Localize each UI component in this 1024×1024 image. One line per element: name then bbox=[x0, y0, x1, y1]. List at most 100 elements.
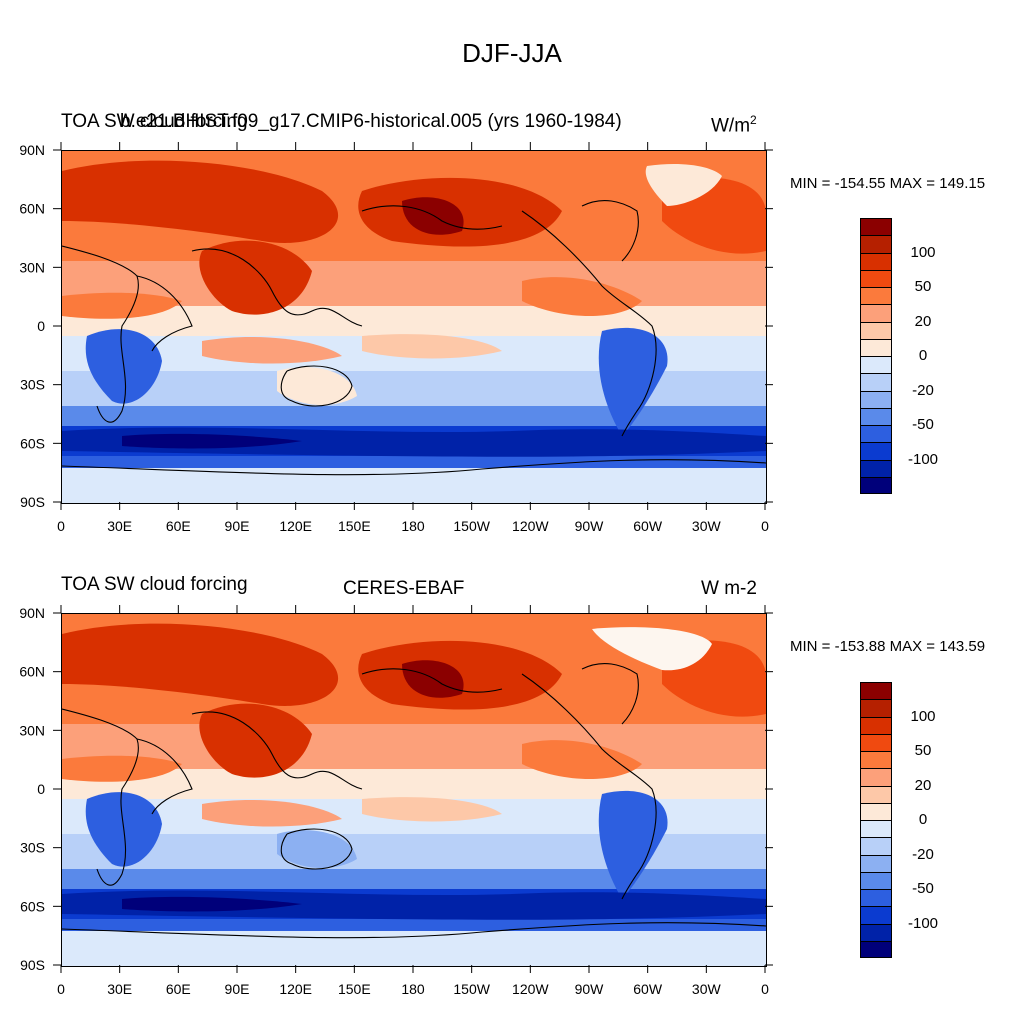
north-pacific-max bbox=[402, 660, 464, 698]
colorbar-label: 0 bbox=[918, 811, 928, 828]
colorbar-label: -100 bbox=[907, 914, 939, 932]
band-south-edge bbox=[62, 456, 766, 468]
min-max-stats: MIN = -154.55 MAX = 149.15 bbox=[790, 175, 986, 192]
indian-ocean-positive bbox=[202, 799, 342, 827]
australia bbox=[277, 367, 357, 406]
colorbar-segment bbox=[860, 252, 892, 270]
colorbar-label: 50 bbox=[914, 278, 932, 295]
colorbar-label: 100 bbox=[910, 707, 936, 725]
coastline bbox=[62, 708, 139, 886]
x-tick-label: 150E bbox=[338, 981, 371, 997]
southern-ocean-min bbox=[62, 890, 766, 920]
colorbar-segment bbox=[860, 373, 892, 391]
y-tick-label: 0 bbox=[37, 781, 45, 797]
south-america-negative bbox=[598, 790, 668, 899]
colorbar-segment bbox=[860, 751, 892, 769]
band-north-subtropic bbox=[62, 306, 766, 336]
x-tick-label: 90E bbox=[225, 518, 250, 534]
southern-ocean-darkest bbox=[122, 896, 302, 912]
colorbar-segment bbox=[860, 906, 892, 924]
x-tick-label: 0 bbox=[761, 518, 769, 534]
colorbar-segment bbox=[860, 837, 892, 855]
y-tick-label: 30N bbox=[19, 722, 45, 738]
y-tick-label: 0 bbox=[37, 318, 45, 334]
x-tick-label: 120W bbox=[512, 981, 549, 997]
colorbar-segment bbox=[860, 390, 892, 408]
x-tick-label: 0 bbox=[57, 981, 65, 997]
colorbar-label: -20 bbox=[912, 381, 934, 399]
x-tick-label: 30E bbox=[107, 518, 132, 534]
north-pacific-max bbox=[402, 197, 464, 235]
colorbar-segment bbox=[860, 820, 892, 838]
asia-positive bbox=[199, 703, 312, 778]
x-tick-label: 0 bbox=[761, 981, 769, 997]
x-tick-label: 60E bbox=[166, 518, 191, 534]
africa-north-strip bbox=[62, 755, 182, 782]
y-tick-label: 60S bbox=[20, 435, 45, 451]
colorbar-segment bbox=[860, 768, 892, 786]
colorbar-label: 50 bbox=[914, 742, 932, 759]
colorbar-label: 20 bbox=[914, 312, 932, 330]
greenland bbox=[592, 627, 712, 671]
x-tick-label: 30E bbox=[107, 981, 132, 997]
y-tick-label: 90N bbox=[19, 605, 45, 621]
y-tick-label: 60N bbox=[19, 201, 45, 217]
colorbar-segment bbox=[860, 733, 892, 751]
colorbar-segment bbox=[860, 218, 892, 236]
x-tick-label: 90W bbox=[575, 981, 605, 997]
coastline bbox=[361, 668, 503, 693]
colorbar-label: -20 bbox=[912, 845, 934, 863]
indian-ocean-positive bbox=[202, 336, 342, 364]
field-svg bbox=[62, 151, 766, 503]
coastline bbox=[280, 828, 353, 870]
colorbar-label: 100 bbox=[910, 243, 936, 261]
colorbar bbox=[860, 218, 892, 494]
south-america-negative bbox=[598, 327, 668, 436]
x-tick-label: 120W bbox=[512, 518, 549, 534]
colorbar-segment bbox=[860, 304, 892, 322]
colorbar-segment bbox=[860, 269, 892, 287]
east-pacific-positive bbox=[522, 277, 642, 316]
colorbar-label: -100 bbox=[907, 450, 939, 468]
colorbar-segment bbox=[860, 854, 892, 872]
field-svg bbox=[62, 614, 766, 966]
coastline bbox=[581, 663, 639, 725]
southern-ocean-darkest bbox=[122, 433, 302, 449]
y-tick-label: 60S bbox=[20, 898, 45, 914]
coastline bbox=[280, 365, 353, 407]
colorbar-segment bbox=[860, 682, 892, 700]
colorbar-segment bbox=[860, 940, 892, 958]
coastline bbox=[62, 245, 139, 423]
x-tick-label: 60W bbox=[633, 518, 663, 534]
contour-map bbox=[61, 150, 767, 504]
coastline bbox=[521, 210, 657, 437]
x-tick-label: 60W bbox=[633, 981, 663, 997]
colorbar-segment bbox=[860, 802, 892, 820]
coastline bbox=[136, 275, 193, 352]
colorbar-segment bbox=[860, 407, 892, 425]
colorbar-segment bbox=[860, 716, 892, 734]
coastline bbox=[361, 205, 503, 230]
x-tick-label: 180 bbox=[401, 981, 425, 997]
band-north-mid bbox=[62, 261, 766, 306]
coastline bbox=[62, 922, 766, 939]
north-atlantic-positive bbox=[62, 160, 339, 243]
colorbar-segment bbox=[860, 871, 892, 889]
panel-center-title: CERES-EBAF bbox=[343, 578, 465, 599]
x-tick-label: 30W bbox=[692, 981, 722, 997]
x-tick-label: 150E bbox=[338, 518, 371, 534]
x-tick-label: 60E bbox=[166, 981, 191, 997]
panel-center-title: b.e21.BHIST.f09_g17.CMIP6-historical.005… bbox=[120, 111, 622, 132]
coastline bbox=[62, 459, 766, 476]
band-north-mid bbox=[62, 724, 766, 769]
colorbar-segment bbox=[860, 356, 892, 374]
colorbar-segment bbox=[860, 699, 892, 717]
colorbar-label: 20 bbox=[914, 776, 932, 794]
x-tick-label: 120E bbox=[279, 981, 312, 997]
colorbar-segment bbox=[860, 476, 892, 494]
north-atlantic-positive bbox=[62, 623, 339, 706]
x-tick-label: 180 bbox=[401, 518, 425, 534]
coastline bbox=[521, 673, 657, 900]
panel-left-title: TOA SW cloud forcing bbox=[61, 111, 248, 132]
